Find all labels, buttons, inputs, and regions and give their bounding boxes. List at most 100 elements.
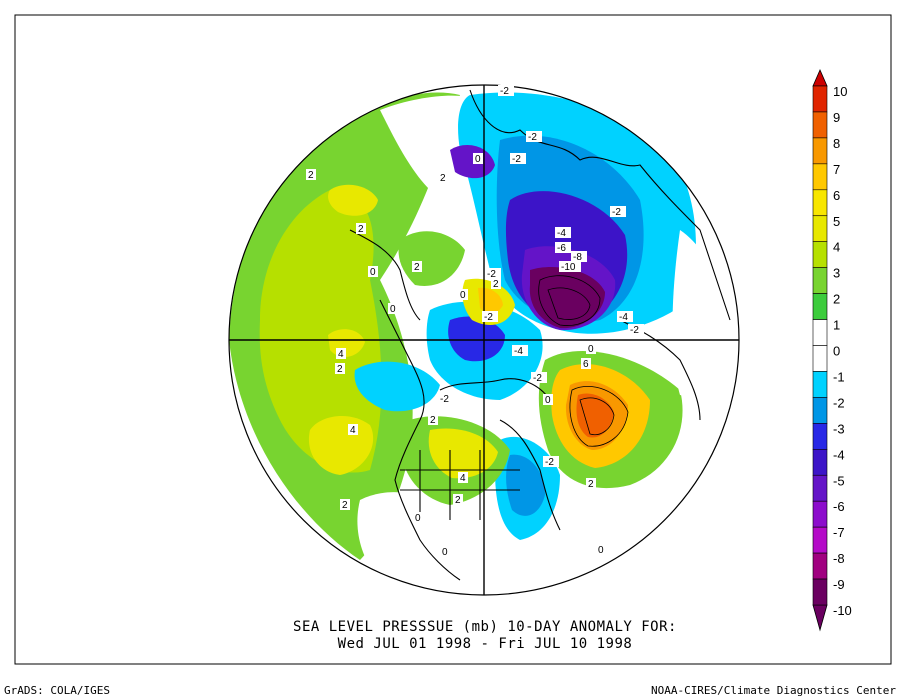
colorbar-label: -3 [833,421,845,436]
contour-label: 0 [415,513,421,524]
contour-label-bg [510,153,526,164]
contour-label-bg [491,278,501,289]
contour-label: 0 [442,547,448,558]
contour-label-bg [586,478,596,489]
contour-label-bg [428,414,438,425]
contour-label: 2 [308,170,314,181]
figure-title-line1: SEA LEVEL PRESSSUE (mb) 10-DAY ANOMALY F… [293,619,677,635]
colorbar-swatch [812,267,828,294]
colorbar-swatch [812,137,828,165]
contour-label-bg [498,85,514,96]
colorbar-label: -2 [833,395,845,410]
colorbar-label: 4 [833,240,840,255]
contour-label: 2 [358,224,364,235]
contour-label-bg [596,544,606,555]
contour-label-bg [531,372,547,383]
plot-frame [14,14,892,665]
colorbar-swatch [812,345,828,372]
contour-label-bg [555,227,571,238]
contour-label-bg [413,512,423,523]
contour-label-bg [388,303,398,314]
contour-label-bg [617,311,633,322]
contour-label: -2 [440,394,449,405]
contour-label: -8 [573,252,582,263]
contour-label: -2 [533,373,542,384]
contour-label-bg [458,472,468,483]
contour-label-bg [543,394,553,405]
contour-label: 2 [430,415,436,426]
colorbar-swatch [812,448,828,476]
contour-label-bg [581,358,591,369]
colorbar-swatch [812,526,828,554]
contour-label: -4 [619,312,628,323]
colorbar-label: -7 [833,525,845,540]
contour-label: 6 [583,359,589,370]
colorbar-label: 5 [833,214,840,229]
contour-label: 2 [455,495,461,506]
contour-label-bg [453,494,463,505]
colorbar-swatch [812,111,828,139]
contour-label: 0 [460,290,466,301]
footer-right-credit: NOAA-CIRES/Climate Diagnostics Center [650,684,896,697]
coastlines [349,89,731,581]
contour-label-bg [543,456,559,467]
contour-label: -2 [545,457,554,468]
contour-label: -4 [514,346,523,357]
contour-label-bg [555,242,571,253]
contour-label-bg [440,546,450,557]
colorbar-label: -4 [833,447,845,462]
contour-label: 2 [337,364,343,375]
contour-label: 2 [342,500,348,511]
contour-label-bg [610,206,626,217]
colorbar-label: 8 [833,136,840,151]
contour-label-bg [586,343,596,354]
colorbar-label: 2 [833,292,840,307]
colorbar-top-arrow [812,69,828,87]
contour-label: 4 [350,425,356,436]
contour-label: 0 [545,395,551,406]
contour-label: -2 [500,86,509,97]
contour-label-bg [306,169,316,180]
colorbar-swatch [812,371,828,398]
contour-label: 0 [588,344,594,355]
colorbar-swatch [812,241,828,268]
contour-label-bg [512,345,528,356]
contour-label: 0 [475,154,481,165]
contour-label: 2 [493,279,499,290]
contour-label-bg [458,289,468,300]
colorbar-label: 7 [833,162,840,177]
contour-label-bg [559,261,581,272]
colorbar-swatch [812,552,828,580]
contour-label: -2 [528,132,537,143]
contour-label-bg [340,499,350,510]
contour-label: -10 [561,262,576,273]
contour-label: -2 [630,325,639,336]
contour-label: 0 [390,304,396,315]
contour-label-bg [356,223,366,234]
colorbar-label: -5 [833,473,845,488]
colorbar-label: -8 [833,551,845,566]
contour-label: -2 [612,207,621,218]
colorbar-swatch [812,423,828,450]
colorbar-label: 0 [833,344,840,359]
contour-label: -6 [557,243,566,254]
colorbar-label: 10 [833,84,847,99]
contour-label: 4 [460,473,466,484]
contour-label-bg [412,261,422,272]
contour-label: -2 [484,312,493,323]
contour-label-bg [335,363,345,374]
colorbar-swatch [812,474,828,502]
contour-label-bg [628,324,644,335]
colorbar-swatch [812,500,828,528]
figure-title-line2: Wed JUL 01 1998 - Fri JUL 10 1998 [337,636,633,652]
contour-label-bg [526,131,542,142]
contour-label-bg [336,348,346,359]
colorbar-label: 1 [833,318,840,333]
colorbar-swatch [812,189,828,217]
contour-label-bg [473,153,483,164]
contour-label-bg [368,266,378,277]
contour-label-layer: -2-20 -2-22 220 2-4-6-8-10-220-2 -4-2042-4-2… [306,85,644,558]
contour-label: -4 [557,228,566,239]
